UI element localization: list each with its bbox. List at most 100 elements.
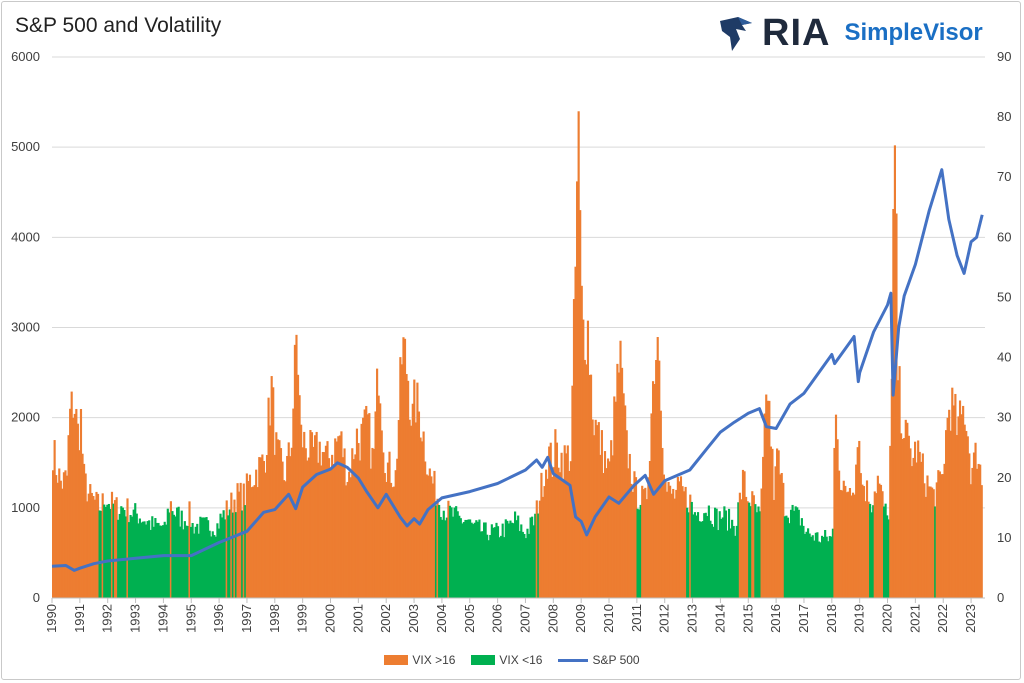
vix-bar-low — [100, 510, 103, 598]
vix-bar-high — [230, 492, 233, 598]
vix-bar-high — [965, 430, 968, 598]
vix-bar-high — [662, 474, 665, 598]
vix-bar-high — [188, 501, 191, 598]
vix-bar-high — [417, 411, 421, 598]
vix-bar-high — [771, 448, 774, 598]
vix-bar-low — [693, 512, 697, 598]
vix-bar-high — [385, 481, 388, 598]
vix-bar-high — [689, 494, 692, 598]
x-axis-tick-label: 1996 — [211, 604, 226, 633]
vix-bar-low — [529, 517, 532, 598]
vix-bar-low — [434, 505, 438, 598]
vix-bar-high — [386, 462, 390, 598]
right-axis-tick-label: 10 — [997, 530, 1011, 545]
vix-bar-high — [879, 484, 883, 598]
vix-bar-low — [479, 531, 483, 598]
vix-bar-high — [411, 403, 414, 598]
brand-logo: RIA SimpleVisor — [716, 10, 983, 56]
vix-bar-high — [362, 417, 365, 598]
vix-bar-low — [518, 531, 521, 598]
vix-bar-high — [255, 469, 258, 598]
vix-bar-high — [394, 470, 397, 598]
vix-bar-low — [726, 530, 729, 598]
vix-bar-low — [211, 531, 214, 598]
vix-bar-high — [673, 498, 676, 598]
vix-bar-low — [520, 524, 523, 598]
vix-bar-high — [365, 405, 368, 598]
vix-bar-high — [433, 470, 436, 598]
vix-bar-high — [600, 430, 603, 598]
x-axis-tick-label: 2004 — [434, 604, 449, 633]
vix-bar-low — [186, 525, 190, 598]
vix-bar-high — [907, 435, 910, 598]
vix-bar-high — [611, 455, 614, 598]
vix-bar-high — [324, 445, 328, 598]
vix-bar-high — [284, 481, 287, 598]
vix-bar-high — [83, 463, 86, 598]
vix-bar-high — [780, 473, 783, 598]
vix-bar-low — [472, 524, 475, 598]
vix-bar-low — [143, 521, 146, 598]
vix-bar-high — [979, 464, 982, 598]
vix-bar-high — [427, 475, 430, 598]
vix-bar-high — [380, 430, 383, 598]
vix-bar-low — [638, 509, 641, 598]
vix-bar-low — [500, 535, 503, 598]
vix-bar-high — [895, 213, 898, 598]
vix-bar-high — [357, 443, 360, 598]
vix-bar-low — [467, 519, 470, 598]
vix-bar-low — [712, 526, 715, 598]
vix-bar-low — [244, 505, 247, 598]
vix-bar-high — [389, 482, 393, 598]
vix-bar-high — [549, 442, 552, 598]
vix-bar-low — [537, 513, 540, 598]
vix-bar-high — [543, 486, 546, 598]
vix-bar-high — [388, 451, 391, 598]
vix-bar-high — [332, 464, 335, 598]
vix-bar-high — [67, 435, 70, 598]
right-axis-tick-label: 90 — [997, 49, 1011, 64]
vix-bar-high — [655, 360, 658, 598]
vix-bar-low — [732, 525, 735, 598]
vix-bar-high — [338, 435, 341, 598]
vix-bar-low — [515, 520, 518, 598]
vix-bar-low — [503, 537, 506, 598]
vix-bar-high — [861, 484, 864, 598]
vix-bar-low — [456, 511, 459, 598]
vix-bar-low — [692, 514, 695, 598]
vix-bar-low — [514, 511, 517, 598]
vix-bar-low — [121, 507, 124, 598]
vix-bar-high — [345, 485, 348, 598]
vix-bar-high — [856, 447, 859, 598]
vix-bar-low — [444, 520, 447, 598]
vix-bar-high — [58, 468, 61, 598]
vix-bar-low — [696, 512, 700, 598]
vix-bar-high — [972, 452, 976, 598]
vix-bar-low — [103, 504, 106, 598]
vix-bar-high — [407, 380, 410, 598]
vix-bar-low — [789, 509, 793, 598]
x-axis-tick-label: 2020 — [880, 604, 895, 633]
vix-bar-low — [718, 511, 721, 598]
x-axis-tick-label: 1998 — [267, 604, 282, 633]
vix-bar-low — [807, 528, 810, 598]
vix-bar-high — [628, 453, 631, 598]
vix-bar-high — [304, 448, 307, 598]
vix-bar-high — [560, 452, 563, 598]
vix-bar-low — [706, 516, 709, 598]
vix-bar-high — [366, 414, 369, 598]
legend: VIX >16 VIX <16 S&P 500 — [0, 653, 1024, 667]
vix-bar-low — [884, 503, 887, 598]
right-axis-tick-label: 80 — [997, 109, 1011, 124]
vix-bar-low — [803, 533, 807, 598]
vix-bar-high — [958, 400, 962, 598]
vix-bar-low — [783, 516, 786, 598]
vix-bar-high — [87, 493, 90, 598]
vix-bar-low — [228, 509, 231, 598]
vix-bar-high — [236, 483, 239, 598]
vix-bar-high — [256, 487, 259, 598]
vix-bar-high — [642, 489, 645, 598]
vix-bar-high — [414, 422, 417, 598]
vix-bar-high — [777, 450, 780, 598]
legend-swatch-vix-high — [384, 655, 409, 665]
